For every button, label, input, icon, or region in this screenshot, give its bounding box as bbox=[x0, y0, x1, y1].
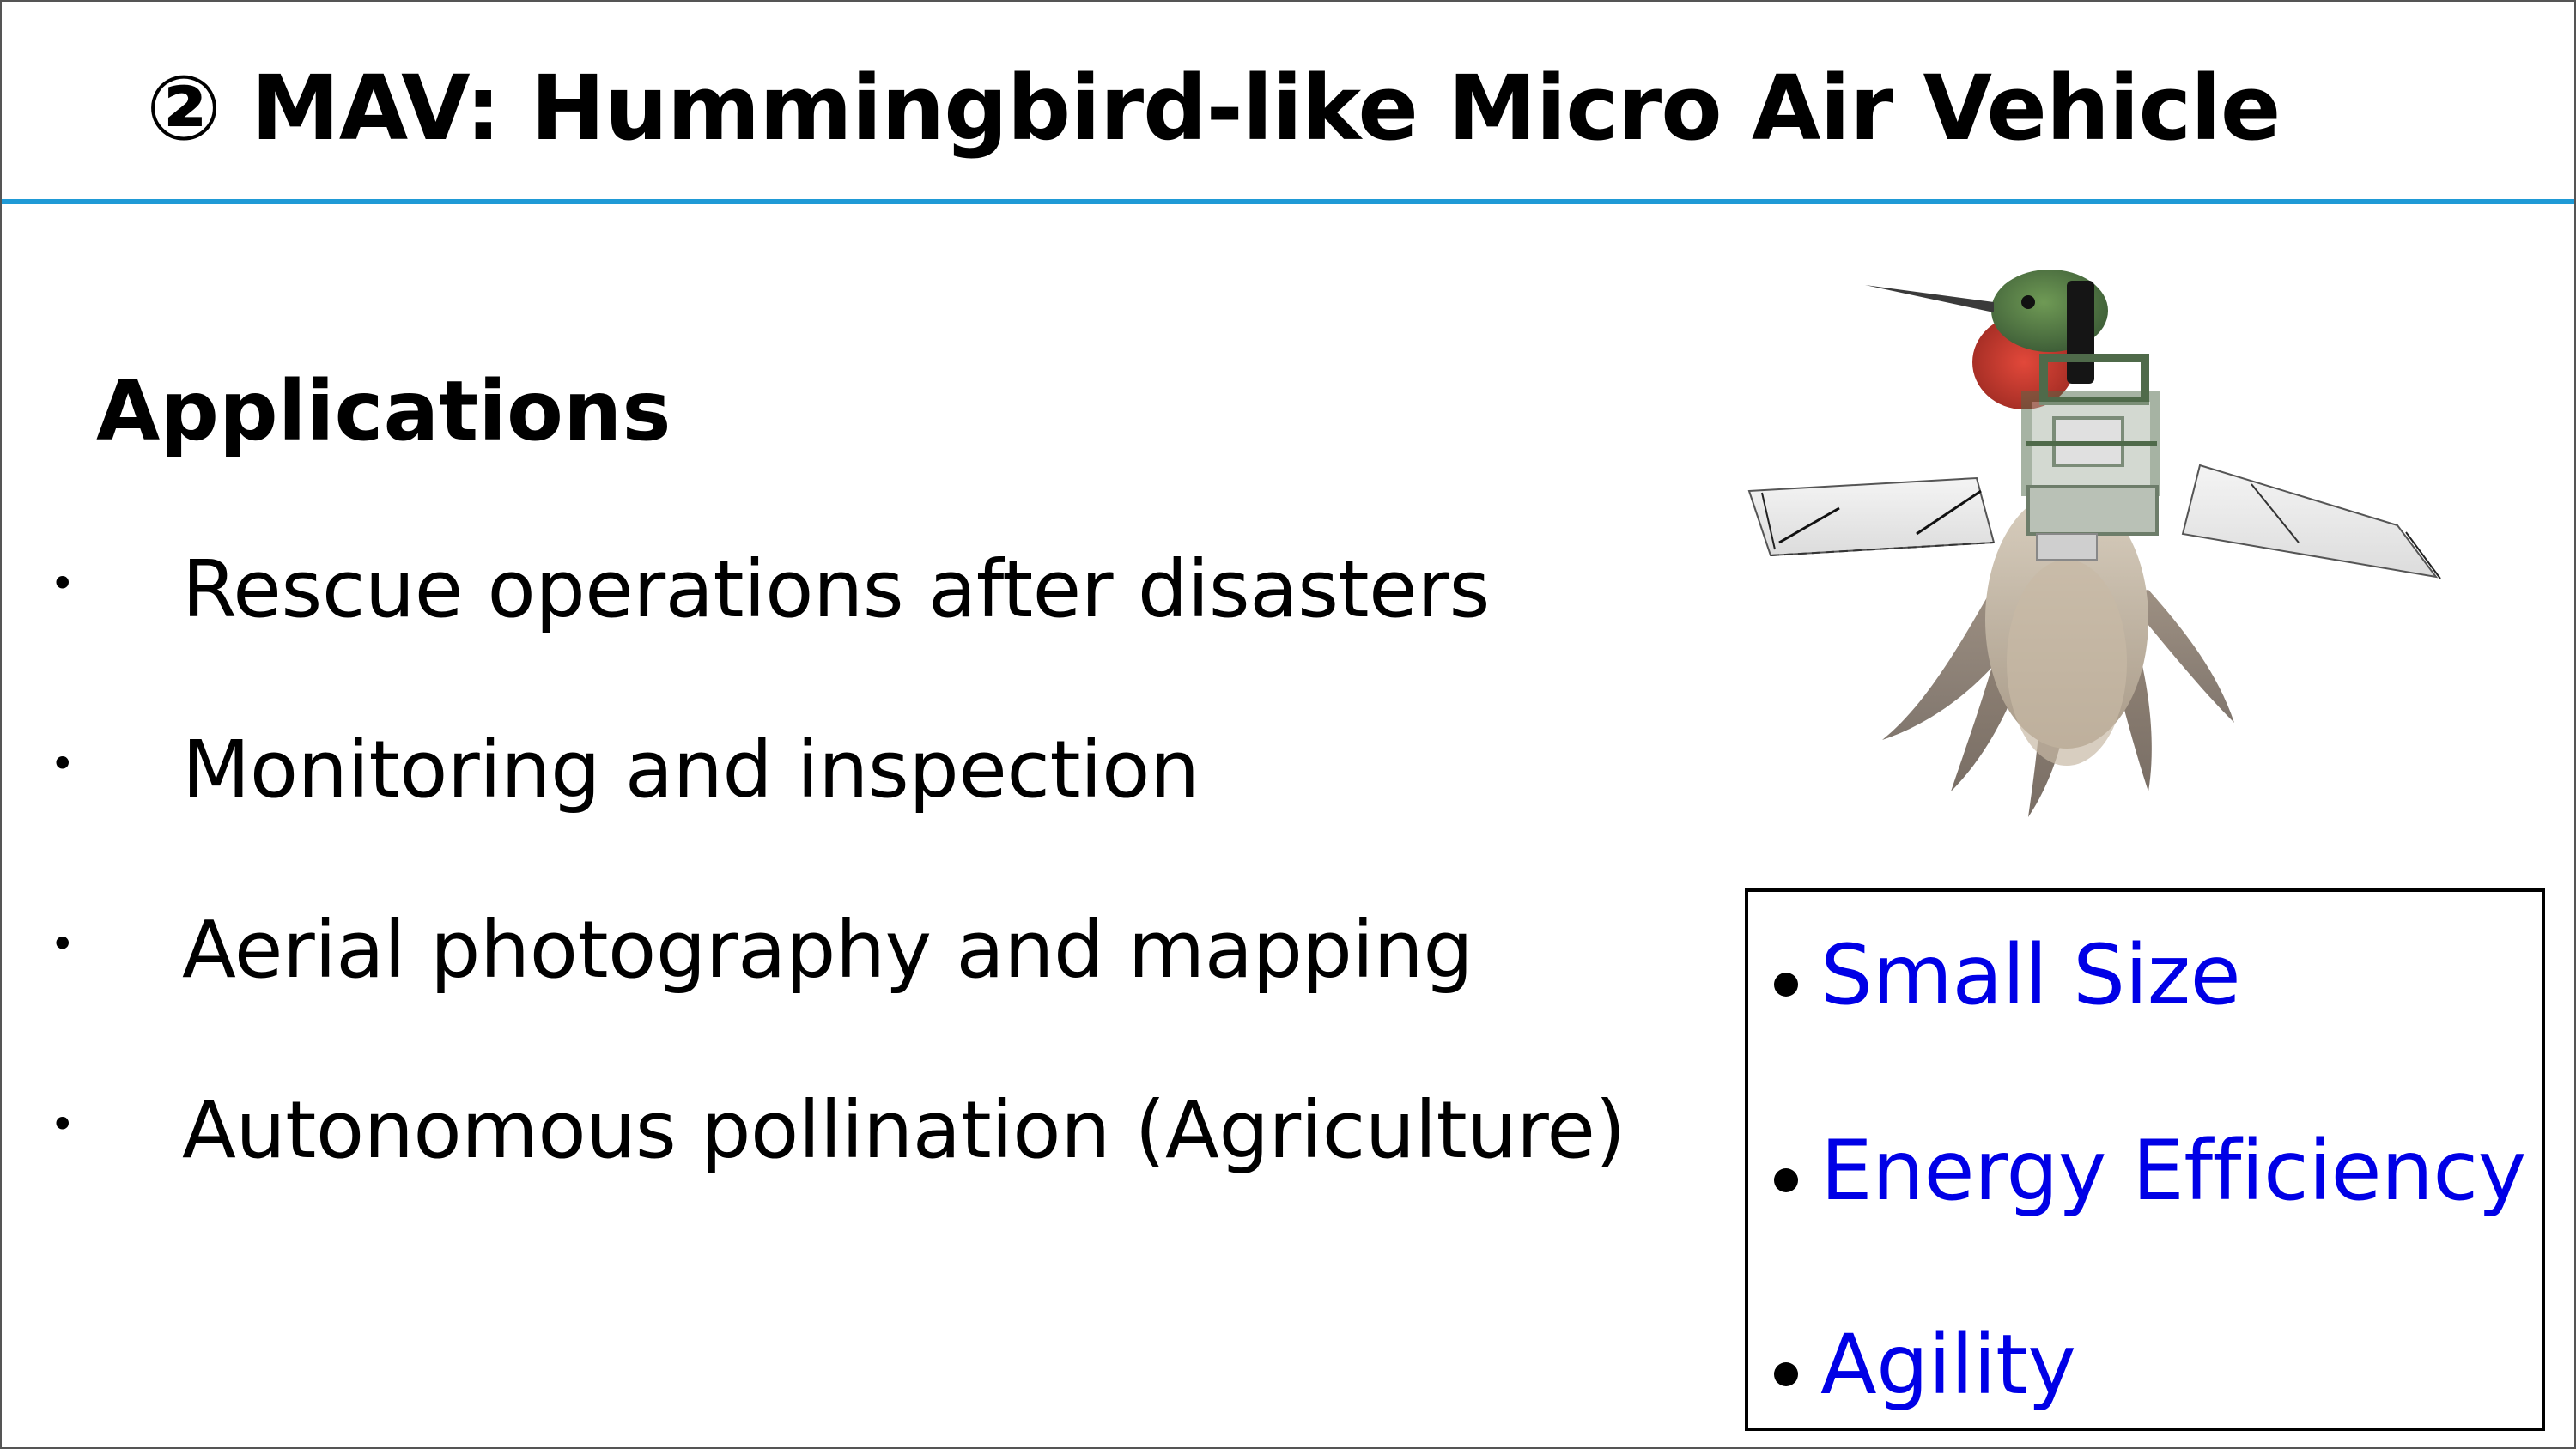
application-text: Rescue operations after disasters bbox=[182, 543, 1490, 635]
feature-item: Small Size bbox=[1774, 926, 2241, 1025]
title-divider bbox=[2, 199, 2574, 204]
feature-agility: Agility bbox=[1820, 1317, 2076, 1413]
hummingbird-robot-image bbox=[1747, 270, 2441, 817]
applications-heading: Applications bbox=[96, 363, 671, 459]
bullet-icon: • bbox=[50, 559, 76, 609]
bullet-icon: • bbox=[50, 919, 76, 969]
feature-item: Energy Efficiency bbox=[1774, 1122, 2526, 1221]
bullet-icon bbox=[1774, 1361, 1798, 1386]
application-text: Autonomous pollination (Agriculture) bbox=[182, 1084, 1625, 1176]
bullet-icon bbox=[1774, 1167, 1798, 1192]
feature-item: Agility bbox=[1774, 1316, 2076, 1415]
features-box: Small Size Energy Efficiency Agility bbox=[1745, 888, 2545, 1431]
slide-title: ② MAV: Hummingbird-like Micro Air Vehicl… bbox=[146, 56, 2281, 161]
feature-small-size: Small Size bbox=[1820, 927, 2241, 1023]
bullet-icon bbox=[1774, 972, 1798, 997]
bullet-icon: • bbox=[50, 739, 76, 789]
bullet-icon: • bbox=[50, 1100, 76, 1149]
application-text: Aerial photography and mapping bbox=[182, 904, 1473, 996]
feature-energy-efficiency: Energy Efficiency bbox=[1820, 1123, 2526, 1219]
application-text: Monitoring and inspection bbox=[182, 724, 1200, 815]
